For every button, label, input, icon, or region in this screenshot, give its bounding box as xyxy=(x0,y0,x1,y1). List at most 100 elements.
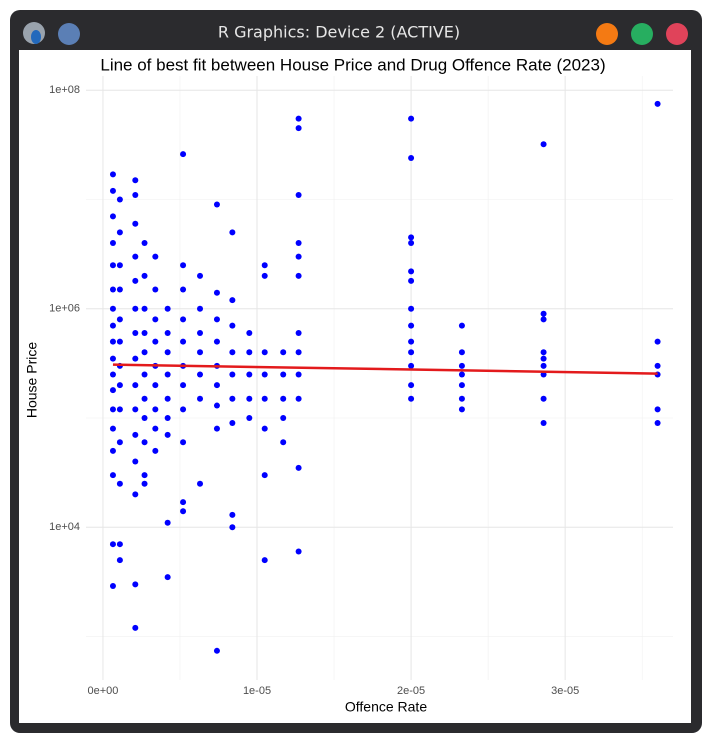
point xyxy=(280,371,287,378)
maximize-button[interactable] xyxy=(631,23,653,45)
point xyxy=(180,406,187,413)
point xyxy=(109,171,116,178)
point xyxy=(109,286,116,293)
minimize-button[interactable] xyxy=(596,23,618,45)
point xyxy=(116,286,123,293)
point xyxy=(246,415,253,422)
point xyxy=(132,624,139,631)
point xyxy=(152,382,159,389)
point xyxy=(654,100,661,107)
point xyxy=(180,338,187,345)
fit-line xyxy=(112,363,658,375)
point xyxy=(295,239,302,246)
point xyxy=(197,305,204,312)
point xyxy=(109,322,116,329)
point xyxy=(109,305,116,312)
point xyxy=(229,349,236,356)
point xyxy=(261,425,268,432)
point xyxy=(109,338,116,345)
menu-button[interactable] xyxy=(58,23,80,45)
point xyxy=(229,371,236,378)
point xyxy=(109,541,116,548)
point xyxy=(132,491,139,498)
point xyxy=(132,220,139,227)
point xyxy=(540,362,547,369)
point xyxy=(540,395,547,402)
point xyxy=(295,125,302,132)
point xyxy=(164,395,171,402)
point xyxy=(109,387,116,394)
point xyxy=(246,329,253,336)
point xyxy=(180,499,187,506)
point xyxy=(280,415,287,422)
point xyxy=(180,262,187,269)
point xyxy=(654,338,661,345)
point xyxy=(540,355,547,362)
point xyxy=(152,316,159,323)
x-axis-label: Offence Rate xyxy=(345,699,427,715)
point xyxy=(261,557,268,564)
point xyxy=(213,425,220,432)
point xyxy=(180,151,187,158)
point xyxy=(213,647,220,654)
point xyxy=(229,524,236,531)
point xyxy=(654,420,661,427)
point xyxy=(180,439,187,446)
point xyxy=(164,415,171,422)
r-logo-mark xyxy=(31,30,41,44)
y-tick-label: 1e+04 xyxy=(49,521,80,533)
point xyxy=(180,508,187,515)
point xyxy=(408,239,415,246)
point xyxy=(458,371,465,378)
point xyxy=(152,338,159,345)
point xyxy=(164,431,171,438)
point xyxy=(109,447,116,454)
point xyxy=(295,464,302,471)
point xyxy=(141,239,148,246)
point xyxy=(458,322,465,329)
point xyxy=(180,382,187,389)
point xyxy=(261,395,268,402)
plot-area xyxy=(19,50,691,723)
point xyxy=(280,349,287,356)
point xyxy=(197,371,204,378)
point xyxy=(132,581,139,588)
close-button[interactable] xyxy=(666,23,688,45)
point xyxy=(132,277,139,284)
point xyxy=(540,371,547,378)
point xyxy=(197,395,204,402)
point xyxy=(164,371,171,378)
x-tick-label: 1e-05 xyxy=(243,685,271,697)
point xyxy=(654,406,661,413)
point xyxy=(540,420,547,427)
point xyxy=(408,349,415,356)
point xyxy=(141,472,148,479)
point xyxy=(213,402,220,409)
point xyxy=(197,480,204,487)
point xyxy=(261,371,268,378)
point xyxy=(116,262,123,269)
point xyxy=(261,349,268,356)
point xyxy=(152,253,159,260)
point xyxy=(229,420,236,427)
point xyxy=(152,425,159,432)
point xyxy=(132,458,139,465)
y-tick-label: 1e+06 xyxy=(49,303,80,315)
y-axis-label: House Price xyxy=(24,342,40,418)
chart-title: Line of best fit between House Price and… xyxy=(100,55,605,74)
point xyxy=(295,272,302,279)
point xyxy=(141,349,148,356)
point xyxy=(109,187,116,194)
point xyxy=(132,406,139,413)
point xyxy=(213,338,220,345)
point xyxy=(141,480,148,487)
point xyxy=(132,253,139,260)
point xyxy=(229,229,236,236)
point xyxy=(141,415,148,422)
point xyxy=(540,316,547,323)
point xyxy=(408,234,415,241)
point xyxy=(408,338,415,345)
point xyxy=(458,349,465,356)
point xyxy=(132,431,139,438)
